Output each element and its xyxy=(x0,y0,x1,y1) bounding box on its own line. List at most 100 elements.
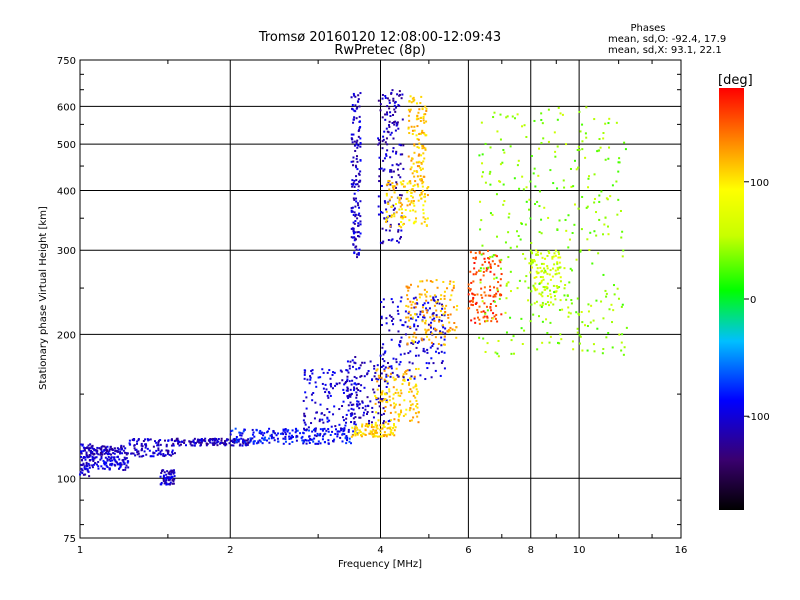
data-point xyxy=(389,411,392,414)
data-point xyxy=(587,175,590,178)
data-point xyxy=(549,335,552,338)
data-point xyxy=(516,287,519,290)
data-point xyxy=(395,367,398,370)
data-point xyxy=(406,191,409,194)
data-point xyxy=(359,200,362,203)
data-point xyxy=(358,180,361,183)
data-point xyxy=(378,376,381,379)
data-point xyxy=(393,207,396,210)
data-point xyxy=(340,370,343,373)
data-point xyxy=(529,180,532,183)
data-point xyxy=(530,154,533,157)
data-point xyxy=(467,307,470,310)
data-point xyxy=(579,130,582,133)
data-point xyxy=(376,368,379,371)
data-point xyxy=(360,384,363,387)
data-point xyxy=(220,439,223,442)
data-point xyxy=(405,316,408,319)
data-point xyxy=(317,376,320,379)
data-point xyxy=(612,309,615,312)
data-point xyxy=(314,401,317,404)
data-point xyxy=(170,454,173,457)
data-point xyxy=(108,452,111,455)
data-point xyxy=(449,280,452,283)
data-point xyxy=(592,319,595,322)
data-point xyxy=(484,142,487,145)
data-point xyxy=(205,444,208,447)
data-point xyxy=(530,259,533,262)
data-point xyxy=(359,120,362,123)
data-point xyxy=(588,249,591,252)
data-point xyxy=(211,439,214,442)
data-point xyxy=(361,406,364,409)
data-point xyxy=(567,306,570,309)
data-point xyxy=(111,459,114,462)
data-point xyxy=(493,300,496,303)
data-point xyxy=(363,375,366,378)
data-point xyxy=(90,445,93,448)
data-point xyxy=(542,285,545,288)
data-point xyxy=(406,294,409,297)
data-point xyxy=(168,478,171,481)
data-point xyxy=(402,376,405,379)
data-point xyxy=(356,433,359,436)
data-point xyxy=(585,136,588,139)
data-point xyxy=(85,446,88,449)
data-point xyxy=(322,435,325,438)
data-point xyxy=(399,181,402,184)
data-point xyxy=(388,390,391,393)
data-point xyxy=(389,375,392,378)
data-point xyxy=(451,328,454,331)
data-point xyxy=(311,430,314,433)
data-point xyxy=(359,170,362,173)
data-point xyxy=(440,336,443,339)
data-point xyxy=(579,249,582,252)
data-point xyxy=(360,434,363,437)
data-point xyxy=(172,444,175,447)
data-point xyxy=(239,443,242,446)
data-point xyxy=(381,227,384,230)
data-point xyxy=(101,451,104,454)
data-point xyxy=(416,165,419,168)
data-point xyxy=(172,469,175,472)
data-point xyxy=(425,120,428,123)
data-point xyxy=(332,439,335,442)
data-point xyxy=(404,310,407,313)
data-point xyxy=(496,288,499,291)
data-point xyxy=(368,422,371,425)
data-point xyxy=(162,474,165,477)
data-point xyxy=(359,220,362,223)
data-point xyxy=(351,141,354,144)
data-point xyxy=(540,305,543,308)
data-point xyxy=(116,447,119,450)
data-point xyxy=(584,324,587,327)
data-point xyxy=(426,309,429,312)
data-point xyxy=(310,370,313,373)
data-point xyxy=(136,453,139,456)
data-point xyxy=(618,333,621,336)
data-point xyxy=(120,446,123,449)
y-axis-label: Stationary phase Virtual Height [km] xyxy=(38,206,49,390)
data-point xyxy=(402,324,405,327)
data-point xyxy=(282,437,285,440)
data-point xyxy=(112,452,115,455)
data-point xyxy=(604,158,607,161)
data-point xyxy=(527,299,530,302)
data-point xyxy=(125,464,128,467)
data-point xyxy=(393,434,396,437)
data-point xyxy=(356,168,359,171)
data-point xyxy=(390,367,393,370)
data-point xyxy=(329,383,332,386)
data-point xyxy=(381,242,384,245)
data-point xyxy=(387,433,390,436)
data-point xyxy=(302,431,305,434)
data-point xyxy=(336,383,339,386)
data-point xyxy=(409,168,412,171)
data-point xyxy=(119,465,122,468)
data-point xyxy=(481,300,484,303)
data-point xyxy=(611,184,614,187)
data-point xyxy=(356,404,359,407)
data-point xyxy=(571,232,574,235)
data-point xyxy=(355,197,358,200)
data-point xyxy=(416,171,419,174)
